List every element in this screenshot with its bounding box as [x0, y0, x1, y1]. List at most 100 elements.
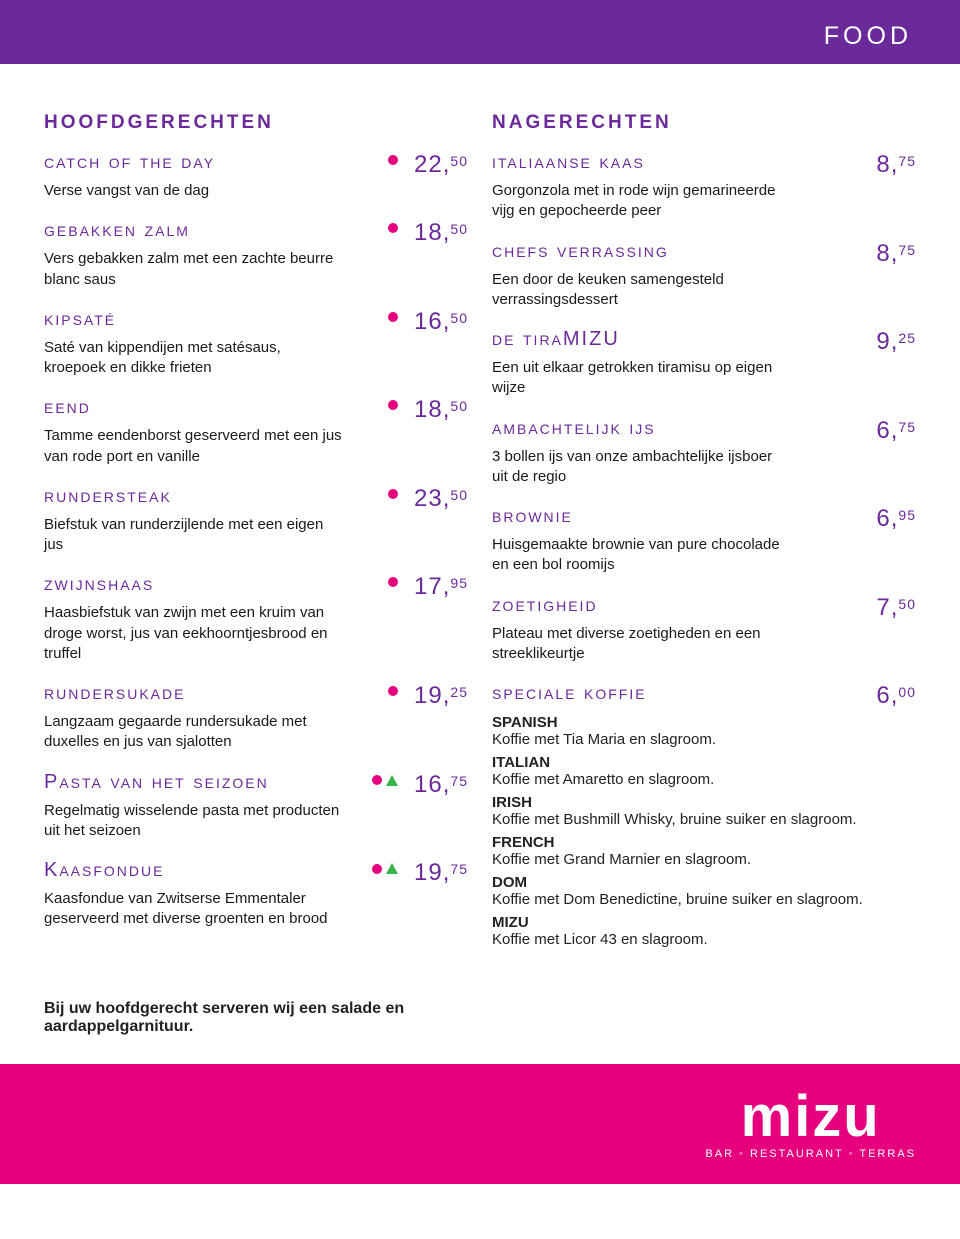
- item-name: chefs verrassing: [492, 240, 669, 263]
- menu-item: rundersukade 19,25 Langzaam gegaarde runde…: [44, 682, 468, 753]
- price-dec: 50: [898, 596, 916, 612]
- footer-bar: mizu BAR ◦ RESTAURANT ◦ TERRAS: [0, 1064, 960, 1184]
- triangle-icon: [386, 863, 398, 874]
- price-int: 19,: [414, 859, 450, 887]
- price-dec: 25: [898, 330, 916, 346]
- item-price: 6,75: [876, 417, 916, 445]
- item-markers: [388, 155, 398, 165]
- coffee-variant-name: ITALIAN: [492, 754, 916, 771]
- menu-item: catch of the day 22,50 Verse vangst van de…: [44, 151, 468, 201]
- price-int: 7,: [876, 594, 898, 622]
- price-int: 6,: [876, 417, 898, 445]
- item-markers: [372, 775, 398, 786]
- coffee-variant-desc: Koffie met Amaretto en slagroom.: [492, 771, 916, 788]
- item-markers: [388, 489, 398, 499]
- item-markers: [388, 577, 398, 587]
- item-price: 16,75: [414, 771, 468, 799]
- item-price: 19,75: [414, 859, 468, 887]
- item-markers: [388, 223, 398, 233]
- menu-item: de tiraMIZU 9,25 Een uit elkaar getrokken …: [492, 328, 916, 399]
- price-int: 16,: [414, 771, 450, 799]
- coffee-variant-name: FRENCH: [492, 834, 916, 851]
- price-dec: 75: [898, 242, 916, 258]
- menu-item: brownie6,95Huisgemaakte brownie van pure…: [492, 505, 916, 576]
- item-name: gebakken zalm: [44, 219, 190, 242]
- menu-item: kipsaté16,50Saté van kippendijen met sat…: [44, 308, 468, 379]
- price-int: 18,: [414, 219, 450, 247]
- item-price: 6,00: [876, 682, 916, 710]
- item-name: speciale koffie: [492, 682, 647, 705]
- header-bar: food: [0, 0, 960, 64]
- menu-item: rundersteak23,50Biefstuk van runderzijle…: [44, 485, 468, 556]
- item-price: 17,95: [414, 573, 468, 601]
- coffee-variant-desc: Koffie met Tia Maria en slagroom.: [492, 731, 916, 748]
- circle-icon: [372, 864, 382, 874]
- item-desc: Langzaam gegaarde rundersukade met duxel…: [44, 712, 344, 753]
- price-int: 8,: [876, 240, 898, 268]
- item-name: kipsaté: [44, 308, 116, 331]
- circle-icon: [388, 312, 398, 322]
- price-dec: 25: [450, 684, 468, 700]
- item-markers: [388, 312, 398, 322]
- heading-hoofdgerechten: hoofdgerechten: [44, 104, 468, 135]
- item-name: de tiraMIZU: [492, 328, 620, 351]
- footnote: Bij uw hoofdgerecht serveren wij een sal…: [0, 990, 520, 1064]
- item-name: brownie: [492, 505, 573, 528]
- item-name: zoetigheid: [492, 594, 598, 617]
- price-int: 16,: [414, 308, 450, 336]
- price-int: 6,: [876, 505, 898, 533]
- header-title: food: [824, 11, 912, 53]
- item-desc: Een door de keuken samengesteld verrassi…: [492, 270, 792, 311]
- item-name: rundersukade: [44, 682, 185, 705]
- price-dec: 50: [450, 310, 468, 326]
- item-desc: Haasbiefstuk van zwijn met een kruim van…: [44, 603, 344, 664]
- item-name: italiaanse kaas: [492, 151, 645, 174]
- item-name: catch of the day: [44, 151, 215, 174]
- menu-item: Kaasfondue 19,75 Kaasfondue van Zwitserse …: [44, 859, 468, 930]
- coffee-variant-desc: Koffie met Licor 43 en slagroom.: [492, 931, 916, 948]
- heading-nagerechten: nagerechten: [492, 104, 916, 135]
- price-dec: 00: [898, 684, 916, 700]
- menu-item: gebakken zalm 18,50 Vers gebakken zalm met…: [44, 219, 468, 290]
- item-name: zwijnshaas: [44, 573, 154, 596]
- menu-item: zwijnshaas 17,95 Haasbiefstuk van zwijn me…: [44, 573, 468, 664]
- item-name: Kaasfondue: [44, 859, 164, 882]
- logo-subtitle: BAR ◦ RESTAURANT ◦ TERRAS: [705, 1148, 916, 1160]
- item-markers: [388, 400, 398, 410]
- item-price: 7,50: [876, 594, 916, 622]
- item-price: 8,75: [876, 151, 916, 179]
- circle-icon: [388, 400, 398, 410]
- price-dec: 50: [450, 221, 468, 237]
- coffee-variant-desc: Koffie met Dom Benedictine, bruine suike…: [492, 891, 916, 908]
- price-int: 19,: [414, 682, 450, 710]
- coffee-variant-desc: Koffie met Grand Marnier en slagroom.: [492, 851, 916, 868]
- item-desc: Kaasfondue van Zwitserse Emmentaler gese…: [44, 889, 344, 930]
- price-int: 6,: [876, 682, 898, 710]
- price-dec: 75: [450, 861, 468, 877]
- column-nagerechten: nagerechten italiaanse kaas 8,75 Gorgonzol…: [492, 104, 916, 966]
- item-name: eend: [44, 396, 91, 419]
- item-desc: Verse vangst van de dag: [44, 181, 344, 201]
- price-int: 17,: [414, 573, 450, 601]
- circle-icon: [388, 223, 398, 233]
- price-dec: 95: [898, 507, 916, 523]
- item-desc: Plateau met diverse zoetigheden en een s…: [492, 624, 792, 665]
- menu-item: zoetigheid 7,50 Plateau met diverse zoetig…: [492, 594, 916, 665]
- item-markers: [372, 863, 398, 874]
- menu-item: ambachtelijk ijs6,753 bollen ijs van onz…: [492, 417, 916, 488]
- item-desc: Een uit elkaar getrokken tiramisu op eig…: [492, 358, 792, 399]
- item-desc: 3 bollen ijs van onze ambachtelijke ijsb…: [492, 447, 792, 488]
- price-dec: 95: [450, 575, 468, 591]
- item-price: 9,25: [876, 328, 916, 356]
- item-desc: Vers gebakken zalm met een zachte beurre…: [44, 249, 344, 290]
- item-price: 18,50: [414, 219, 468, 247]
- item-desc: Gorgonzola met in rode wijn gemarineerde…: [492, 181, 792, 222]
- triangle-icon: [386, 775, 398, 786]
- price-int: 23,: [414, 485, 450, 513]
- price-int: 22,: [414, 151, 450, 179]
- item-desc: Regelmatig wisselende pasta met producte…: [44, 801, 344, 842]
- price-dec: 75: [450, 773, 468, 789]
- logo-block: mizu BAR ◦ RESTAURANT ◦ TERRAS: [705, 1088, 916, 1160]
- coffee-variant-name: SPANISH: [492, 714, 916, 731]
- item-price: 22,50: [414, 151, 468, 179]
